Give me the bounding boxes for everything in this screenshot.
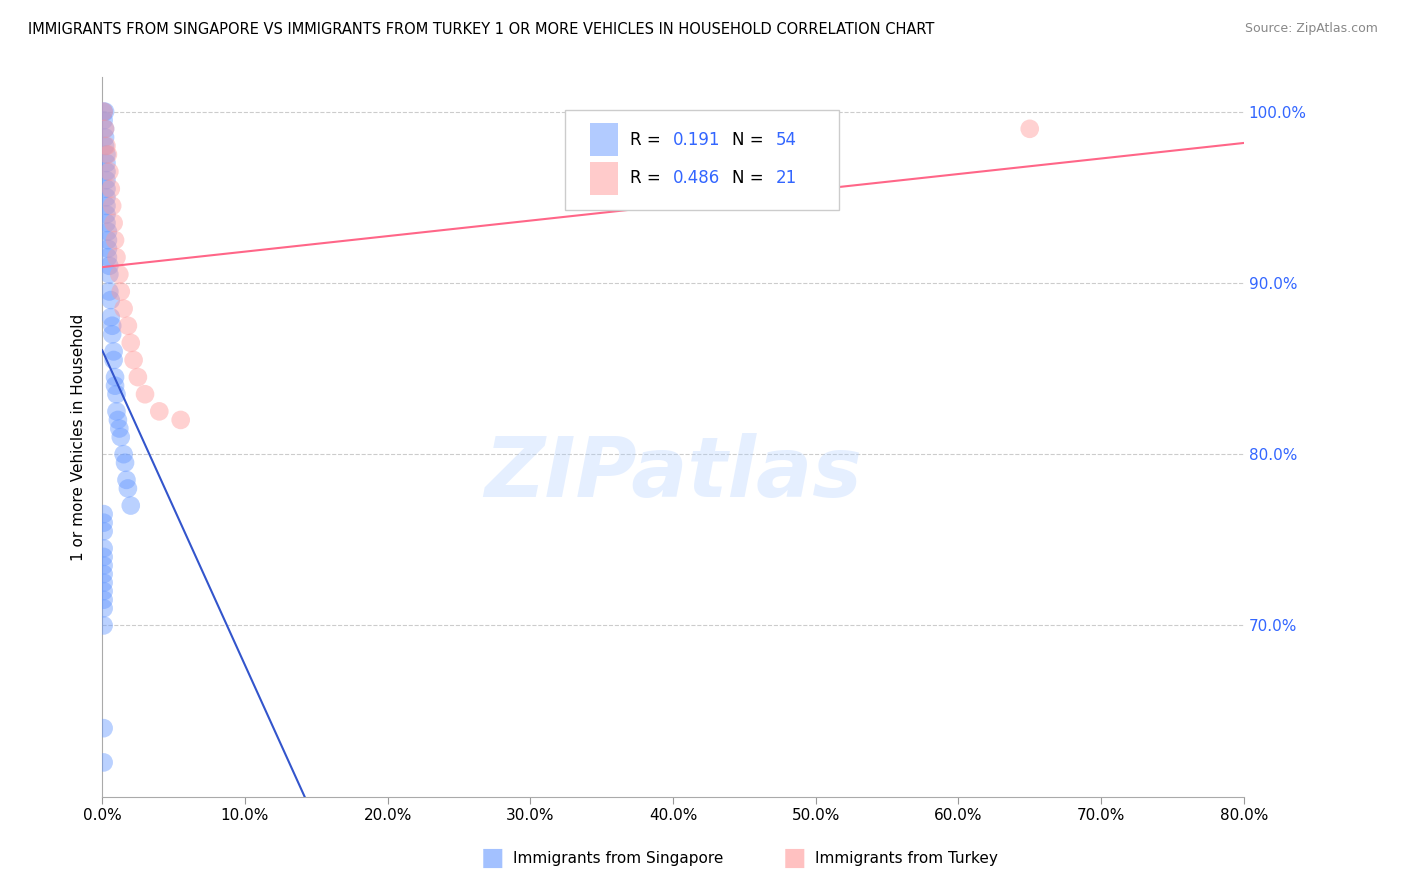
Point	[94, 104, 117, 119]
Point	[122, 353, 145, 368]
Point	[93, 113, 115, 128]
Point	[100, 182, 122, 196]
Point	[98, 268, 121, 282]
Text: Immigrants from Turkey: Immigrants from Turkey	[815, 851, 998, 865]
Point	[103, 344, 125, 359]
Point	[94, 121, 117, 136]
Text: N =: N =	[733, 130, 769, 149]
Point	[93, 524, 115, 539]
Point	[93, 721, 115, 735]
Point	[117, 318, 139, 333]
Point	[93, 592, 115, 607]
Point	[96, 207, 118, 221]
Point	[103, 353, 125, 368]
Point	[93, 104, 115, 119]
Point	[103, 216, 125, 230]
Text: N =: N =	[733, 169, 769, 187]
Text: ZIPatlas: ZIPatlas	[484, 433, 862, 514]
Point	[104, 378, 127, 392]
Point	[98, 164, 121, 178]
Point	[96, 216, 118, 230]
Point	[97, 242, 120, 256]
FancyBboxPatch shape	[565, 110, 838, 211]
Point	[100, 310, 122, 325]
Point	[105, 404, 128, 418]
Text: ■: ■	[481, 847, 503, 870]
Point	[127, 370, 149, 384]
Point	[93, 516, 115, 530]
Point	[100, 293, 122, 307]
Point	[110, 285, 132, 299]
Point	[101, 327, 124, 342]
Point	[1018, 121, 1040, 136]
Text: IMMIGRANTS FROM SINGAPORE VS IMMIGRANTS FROM TURKEY 1 OR MORE VEHICLES IN HOUSEH: IMMIGRANTS FROM SINGAPORE VS IMMIGRANTS …	[28, 22, 935, 37]
Point	[96, 173, 118, 187]
Point	[104, 370, 127, 384]
Point	[93, 507, 115, 521]
Point	[117, 482, 139, 496]
Point	[93, 584, 115, 599]
Point	[93, 541, 115, 556]
Point	[97, 225, 120, 239]
Text: ■: ■	[783, 847, 806, 870]
Point	[120, 335, 142, 350]
Point	[148, 404, 170, 418]
Text: 21: 21	[776, 169, 797, 187]
Point	[93, 549, 115, 564]
Point	[110, 430, 132, 444]
Point	[93, 756, 115, 770]
Text: 0.191: 0.191	[673, 130, 720, 149]
Point	[98, 285, 121, 299]
Point	[94, 130, 117, 145]
Point	[101, 199, 124, 213]
Point	[105, 387, 128, 401]
Point	[94, 139, 117, 153]
Bar	[589, 162, 619, 194]
Point	[96, 147, 118, 161]
Point	[96, 156, 118, 170]
Point	[94, 121, 117, 136]
Point	[134, 387, 156, 401]
Point	[98, 259, 121, 273]
Point	[93, 618, 115, 632]
Text: R =: R =	[630, 169, 665, 187]
Point	[101, 318, 124, 333]
Point	[112, 301, 135, 316]
Point	[114, 456, 136, 470]
Bar	[589, 123, 619, 156]
Point	[108, 268, 131, 282]
Point	[93, 567, 115, 582]
Point	[96, 190, 118, 204]
Point	[97, 233, 120, 247]
Text: 54: 54	[776, 130, 797, 149]
Point	[120, 499, 142, 513]
Point	[96, 164, 118, 178]
Y-axis label: 1 or more Vehicles in Household: 1 or more Vehicles in Household	[72, 313, 86, 561]
Text: R =: R =	[630, 130, 665, 149]
Point	[96, 182, 118, 196]
Point	[107, 413, 129, 427]
Point	[104, 233, 127, 247]
Point	[93, 575, 115, 590]
Point	[96, 199, 118, 213]
Text: Source: ZipAtlas.com: Source: ZipAtlas.com	[1244, 22, 1378, 36]
Point	[112, 447, 135, 461]
Text: Immigrants from Singapore: Immigrants from Singapore	[513, 851, 724, 865]
Text: 0.486: 0.486	[673, 169, 720, 187]
Point	[97, 147, 120, 161]
Point	[93, 104, 115, 119]
Point	[170, 413, 193, 427]
Point	[105, 250, 128, 264]
Point	[97, 250, 120, 264]
Point	[108, 421, 131, 435]
Point	[115, 473, 138, 487]
Point	[96, 139, 118, 153]
Point	[93, 601, 115, 615]
Point	[93, 558, 115, 573]
